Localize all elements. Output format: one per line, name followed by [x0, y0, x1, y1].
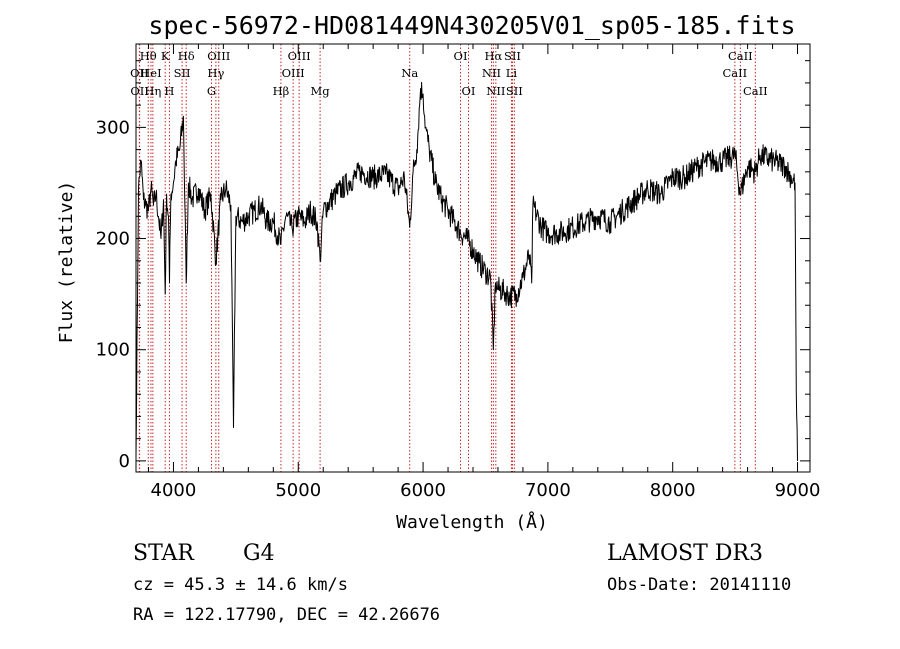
- line-label-12: Hβ: [273, 84, 290, 98]
- spectrum-series: [135, 81, 798, 461]
- line-label-11: G: [207, 84, 216, 98]
- x-tick-label-1: 5000: [275, 480, 321, 501]
- line-label-3: HeI: [140, 66, 161, 80]
- line-label-15: Mg: [311, 84, 331, 98]
- y-axis-label: Flux (relative): [56, 181, 77, 344]
- line-label-9: OIII: [207, 49, 230, 63]
- line-label-26: CaII: [722, 66, 747, 80]
- line-label-22: SII: [504, 49, 521, 63]
- spectrum-line: [135, 81, 798, 461]
- observation-date: Obs-Date: 20141110: [607, 575, 791, 595]
- line-label-8: Hδ: [178, 49, 195, 63]
- line-label-21: NII: [486, 84, 505, 98]
- y-axis: 0 100 200 300: [96, 60, 810, 472]
- redshift-readout: cz = 45.3 ± 14.6 km/s: [133, 575, 348, 595]
- line-label-18: OI: [462, 84, 476, 98]
- object-class: STAR: [133, 541, 195, 566]
- line-label-16: Na: [401, 66, 418, 80]
- x-tick-label-5: 9000: [775, 480, 821, 501]
- survey-name: LAMOST DR3: [607, 541, 763, 566]
- line-label-20: NII: [482, 66, 501, 80]
- line-label-23: Li: [506, 66, 518, 80]
- line-label-4: Hη: [144, 84, 161, 98]
- x-axis-label: Wavelength (Å): [396, 511, 548, 533]
- line-label-27: CaII: [743, 84, 768, 98]
- line-label-25: CaII: [728, 49, 753, 63]
- line-label-10: Hγ: [207, 66, 224, 80]
- x-tick-label-0: 4000: [151, 480, 197, 501]
- y-tick-label-3: 300: [96, 117, 130, 138]
- x-axis: 4000 5000 6000 7000 8000 9000: [147, 44, 821, 501]
- line-label-14: OIII: [282, 66, 305, 80]
- line-label-6: SII: [174, 66, 191, 80]
- object-subclass: G4: [243, 541, 275, 566]
- x-tick-label-4: 8000: [650, 480, 696, 501]
- chart-title: spec-56972-HD081449N430205V01_sp05-185.f…: [148, 11, 795, 40]
- y-tick-label-2: 200: [96, 229, 130, 250]
- y-tick-label-0: 0: [119, 451, 130, 472]
- line-label-7: H: [164, 84, 174, 98]
- line-label-13: OIII: [288, 49, 311, 63]
- line-label-19: Hα: [484, 49, 502, 63]
- coordinates-readout: RA = 122.17790, DEC = 42.26676: [133, 605, 440, 625]
- line-label-2: OII: [130, 84, 149, 98]
- line-label-24: SII: [506, 84, 523, 98]
- line-label-5: K: [161, 49, 170, 63]
- line-label-17: OI: [454, 49, 468, 63]
- x-tick-label-2: 6000: [400, 480, 446, 501]
- x-tick-label-3: 7000: [525, 480, 571, 501]
- line-label-1: OII: [130, 66, 149, 80]
- y-tick-label-1: 100: [96, 340, 130, 361]
- line-label-0: Hθ: [140, 49, 157, 63]
